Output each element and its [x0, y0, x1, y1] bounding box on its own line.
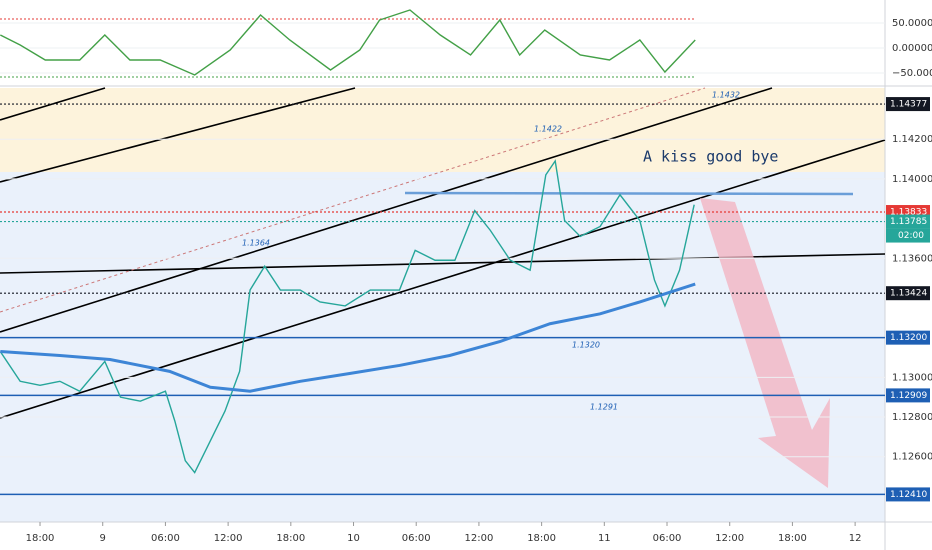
x-tick-label: 06:00 [402, 533, 431, 544]
x-tick-label: 18:00 [527, 533, 556, 544]
y-tick-label: 1.13000 [892, 372, 932, 383]
annotation: 1.1291 [590, 403, 618, 412]
x-tick-label: 18:00 [26, 533, 55, 544]
y-tick-label: 0.00000 [892, 43, 932, 54]
x-tick-label: 12:00 [465, 533, 494, 544]
down-arrow [700, 198, 830, 488]
x-tick-label: 12:00 [715, 533, 744, 544]
trend-line [0, 139, 886, 419]
countdown-label: 02:00 [898, 231, 924, 241]
trend-line [0, 87, 773, 333]
series-line [0, 159, 695, 474]
annotation: 1.1364 [242, 239, 270, 248]
price-tag [886, 286, 930, 301]
y-tick-label: −50.00000 [892, 68, 932, 79]
annotation: 1.1422 [534, 125, 562, 134]
price-tag-label: 1.13833 [890, 208, 927, 218]
y-tick-label: 1.14200 [892, 134, 932, 145]
price-tag-label: 1.13200 [890, 333, 927, 343]
x-tick-label: 06:00 [151, 533, 180, 544]
price-tag-label: 1.12909 [890, 391, 927, 401]
price-tag-label: 1.12410 [890, 490, 927, 500]
x-tick-label: 18:00 [778, 533, 807, 544]
annotation: 1.1432 [712, 91, 740, 100]
x-tick-label: 11 [598, 533, 611, 544]
series-line [0, 282, 696, 393]
x-tick-label: 12 [849, 533, 862, 544]
y-tick-label: 1.13600 [892, 253, 932, 264]
price-tag-label: 1.13785 [890, 217, 927, 227]
price-tag [886, 330, 930, 345]
annotation: 1.1320 [572, 341, 600, 350]
x-tick-label: 12:00 [214, 533, 243, 544]
price-tag-label: 1.14377 [890, 100, 927, 110]
trend-line [0, 87, 356, 183]
series-line [0, 9, 696, 76]
price-tag [886, 97, 930, 112]
resistance-zone [0, 88, 885, 172]
x-tick-label: 06:00 [653, 533, 682, 544]
price-tag [886, 388, 930, 403]
x-tick-label: 18:00 [276, 533, 305, 544]
price-tag [886, 487, 930, 502]
x-tick-label: 9 [100, 533, 106, 544]
annotation: A kiss good bye [643, 148, 778, 166]
neckline [404, 191, 854, 196]
y-tick-label: 1.12800 [892, 412, 932, 423]
x-tick-label: 10 [347, 533, 360, 544]
y-tick-label: 50.00000 [892, 18, 932, 29]
y-tick-label: 1.12600 [892, 452, 932, 463]
price-tag-label: 1.13424 [890, 289, 927, 299]
countdown-tag [886, 228, 930, 243]
price-tag [886, 214, 930, 229]
y-tick-label: 1.14000 [892, 174, 932, 185]
